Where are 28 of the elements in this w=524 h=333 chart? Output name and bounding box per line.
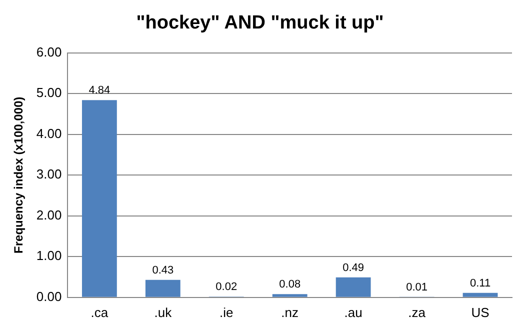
bar [82,100,117,297]
y-axis-title: Frequency index (x100,000) [12,96,26,254]
bar [336,277,371,297]
y-tick-label: 5.00 [36,85,62,100]
y-tick-label: 3.00 [36,166,62,182]
data-label: 0.11 [470,277,491,290]
bar [272,294,308,297]
x-tick-label: .uk [154,304,172,320]
chart-title: "hockey" AND "muck it up" [136,12,384,34]
x-tick-label: US [471,304,490,320]
y-tick-label: 1.00 [36,248,62,264]
data-label: 0.43 [152,264,174,276]
x-tick-label: .ca [90,304,109,320]
bar [145,280,180,297]
x-tick-label: .ie [220,304,234,320]
y-tick-label: 6.00 [36,44,62,60]
bar [462,292,498,297]
y-tick-label: 2.00 [36,207,62,222]
data-label: 0.49 [342,262,364,274]
data-label: 4.84 [88,84,110,97]
data-label: 0.01 [406,282,428,294]
x-tick-label: .nz [281,304,299,320]
x-tick-label: .za [408,304,426,320]
x-tick-label: .au [344,304,362,320]
data-label: 0.08 [279,278,301,291]
y-tick-label: 4.00 [36,126,62,141]
y-tick-label: 0.00 [36,288,62,304]
data-label: 0.02 [216,281,238,294]
